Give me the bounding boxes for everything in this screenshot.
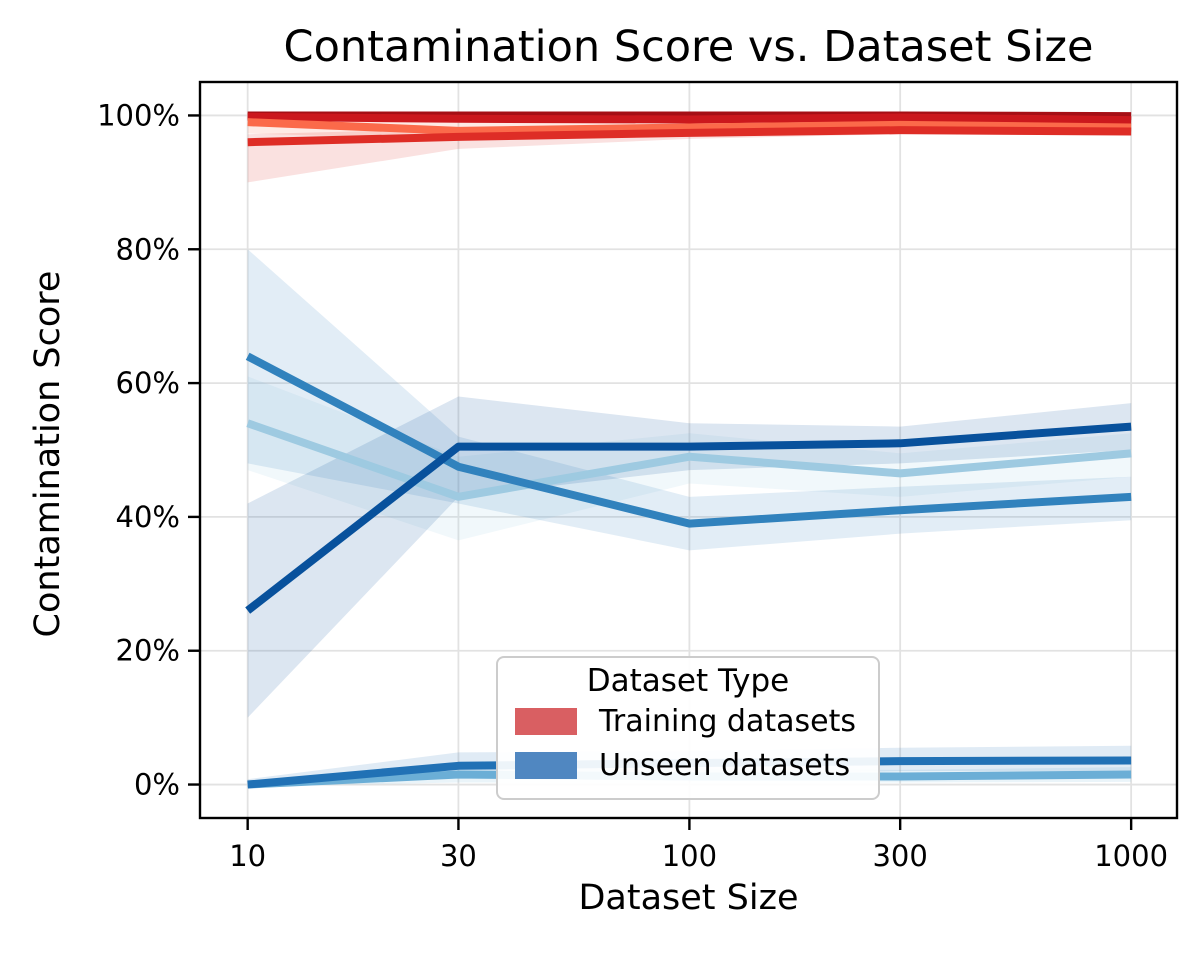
legend-box: Dataset Type Training datasets Unseen da…: [496, 656, 880, 800]
y-tick-label: 40%: [116, 500, 180, 534]
y-tick-label: 100%: [97, 98, 180, 132]
training-swatch-icon: [515, 707, 577, 735]
legend-label-unseen: Unseen datasets: [599, 747, 851, 783]
legend-row-training: Training datasets: [498, 699, 878, 743]
band-unseen-1: [247, 396, 1132, 718]
chart-title: Contamination Score vs. Dataset Size: [283, 22, 1094, 72]
x-axis-label: Dataset Size: [578, 878, 799, 918]
x-tick-label: 100: [662, 839, 717, 873]
x-tick-label: 10: [229, 839, 266, 873]
x-tick-label: 1000: [1094, 839, 1168, 873]
x-tick-label: 30: [440, 839, 477, 873]
legend-row-unseen: Unseen datasets: [498, 743, 878, 787]
legend-label-training: Training datasets: [599, 703, 856, 739]
y-tick-label: 0%: [134, 768, 180, 802]
x-tick-label: 300: [872, 839, 927, 873]
band-unseen-2: [247, 249, 1132, 551]
line-unseen-2: [245, 352, 1132, 528]
line-unseen-1: [245, 422, 1132, 614]
y-tick-label: 60%: [116, 366, 180, 400]
legend-title: Dataset Type: [586, 663, 790, 699]
line-training-3: [247, 118, 1132, 135]
unseen-swatch-icon: [515, 751, 577, 779]
line-training-2: [247, 112, 1132, 125]
y-tick-label: 80%: [116, 232, 180, 266]
line-unseen-3: [246, 419, 1132, 501]
y-tick-label: 20%: [116, 634, 180, 668]
line-training-4: [247, 126, 1132, 147]
y-axis-label: Contamination Score: [28, 270, 68, 638]
